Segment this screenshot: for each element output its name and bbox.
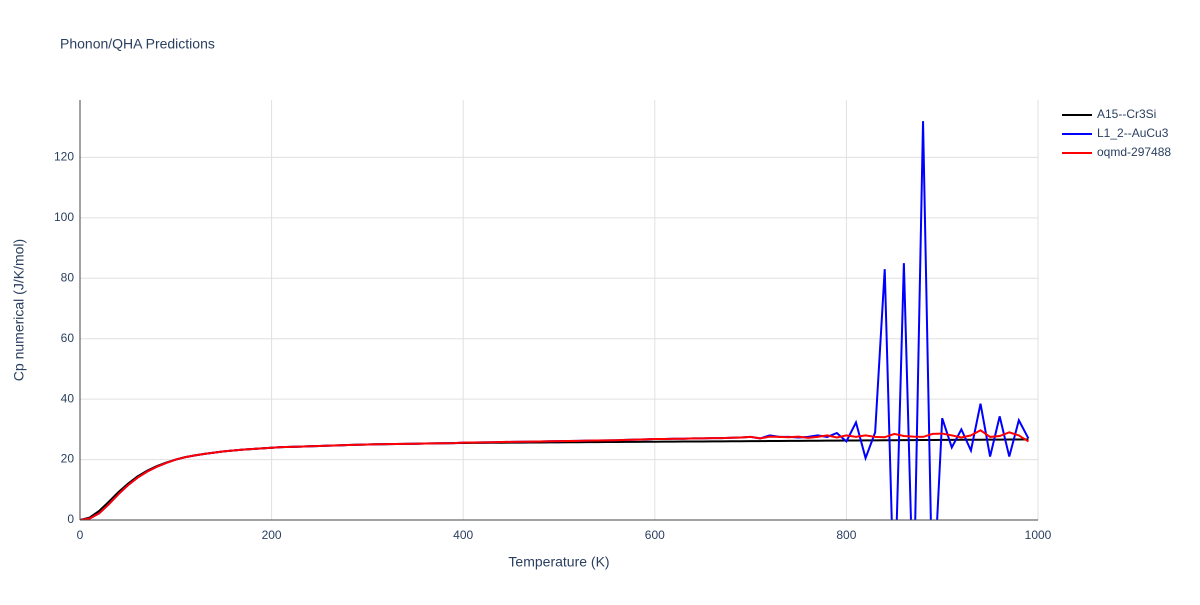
- y-tick-label: 120: [54, 150, 74, 164]
- x-axis-title: Temperature (K): [508, 554, 609, 570]
- x-tick-label: 1000: [1025, 528, 1052, 542]
- grid: [79, 100, 1039, 521]
- x-tick-label: 200: [262, 528, 282, 542]
- x-tick-label: 400: [453, 528, 473, 542]
- legend: A15--Cr3Si L1_2--AuCu3 oqmd-297488: [1062, 107, 1171, 159]
- x-tick-label: 800: [836, 528, 856, 542]
- plot-area: [80, 121, 1030, 520]
- legend-label: L1_2--AuCu3: [1097, 126, 1169, 140]
- x-tick-label: 0: [77, 528, 84, 542]
- chart-title: Phonon/QHA Predictions: [60, 36, 215, 52]
- y-tick-label: 40: [61, 391, 75, 405]
- legend-label: A15--Cr3Si: [1097, 107, 1156, 121]
- series-line: [80, 121, 1030, 520]
- series-line: [80, 429, 1029, 520]
- legend-label: oqmd-297488: [1097, 145, 1171, 159]
- y-tick-label: 80: [61, 270, 75, 284]
- x-tick-label: 600: [645, 528, 665, 542]
- y-tick-label: 60: [61, 331, 75, 345]
- y-tick-label: 20: [61, 452, 75, 466]
- y-tick-label: 100: [54, 210, 74, 224]
- y-axis-title: Cp numerical (J/K/mol): [11, 239, 27, 381]
- y-tick-label: 0: [67, 512, 74, 526]
